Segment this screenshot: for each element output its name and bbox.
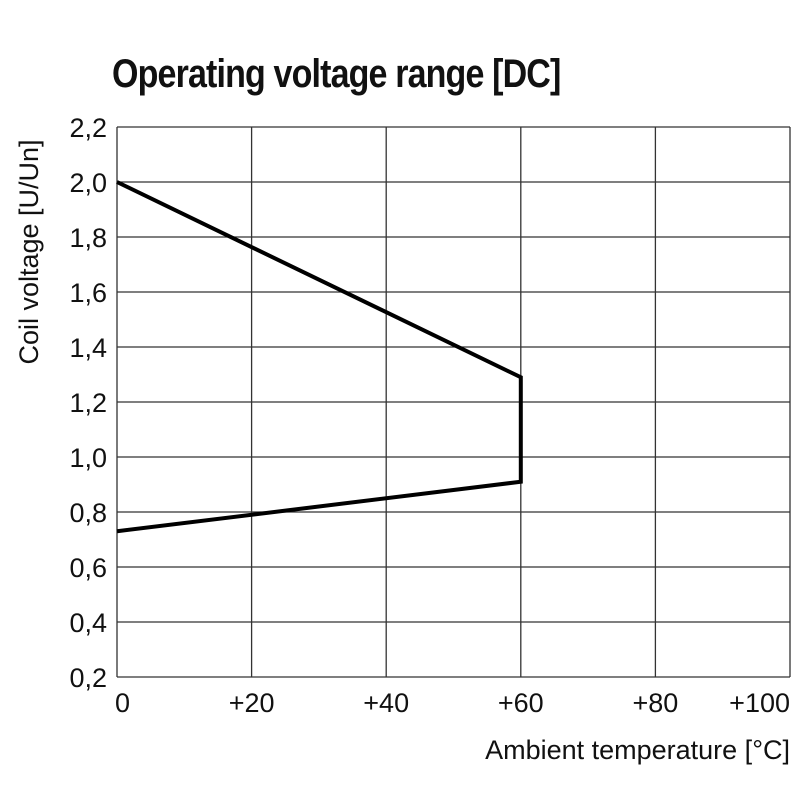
x-tick-label: +60: [498, 688, 544, 718]
y-tick-label: 0,2: [69, 663, 107, 693]
chart-title: Operating voltage range [DC]: [112, 52, 561, 96]
operating-range-line: [116, 180, 523, 534]
y-tick-label: 1,0: [69, 443, 107, 473]
x-tick-label: +100: [729, 688, 790, 718]
y-tick-label: 1,2: [69, 388, 107, 418]
x-tick-label: +80: [632, 688, 678, 718]
y-tick-label: 1,6: [69, 278, 107, 308]
y-tick-label: 2,0: [69, 168, 107, 198]
x-axis-label: Ambient temperature [°C]: [485, 735, 790, 765]
y-tick-label: 1,4: [69, 333, 107, 363]
y-tick-label: 0,8: [69, 498, 107, 528]
y-tick-label: 0,6: [69, 553, 107, 583]
y-tick-label: 2,2: [69, 113, 107, 143]
x-tick-label: 0: [115, 688, 130, 718]
x-tick-label: +40: [363, 688, 409, 718]
y-axis-label: Coil voltage [U/Un]: [14, 139, 44, 364]
y-tick-label: 0,4: [69, 608, 107, 638]
y-tick-label: 1,8: [69, 223, 107, 253]
x-tick-label: +20: [229, 688, 275, 718]
